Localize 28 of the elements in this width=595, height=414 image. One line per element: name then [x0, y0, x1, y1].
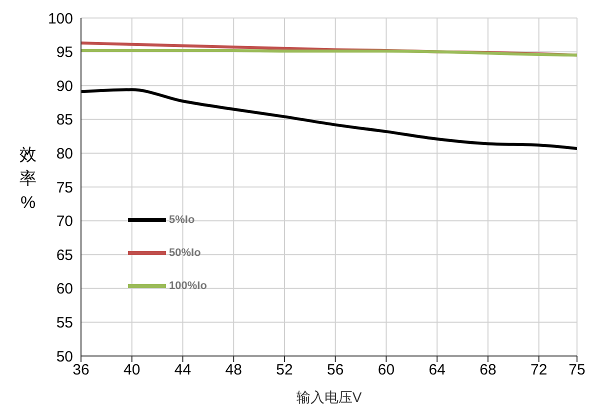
y-tick-label: 50: [56, 348, 73, 366]
x-tick-label: 52: [276, 362, 293, 379]
x-tick-label: 60: [378, 362, 395, 379]
x-tick-label: 56: [327, 362, 344, 379]
y-tick-label: 55: [56, 314, 73, 332]
legend-label: 100%Io: [169, 280, 207, 292]
x-tick-label: 75: [568, 362, 586, 379]
legend-label: 50%Io: [169, 246, 201, 258]
x-tick-label: 68: [480, 362, 496, 379]
x-axis-title: 输入电压V: [296, 389, 362, 405]
line-series: [81, 88, 577, 150]
y-tick-label: 60: [56, 280, 73, 298]
x-tick-label: 72: [530, 362, 548, 379]
y-tick-label: 75: [56, 179, 73, 196]
y-tick-label: 90: [56, 78, 73, 95]
x-tick-label: 48: [225, 362, 242, 379]
y-tick-label: 100: [48, 10, 73, 28]
y-tick-label: 95: [56, 44, 73, 62]
x-tick-label: 64: [428, 362, 446, 379]
y-tick-label: 85: [56, 112, 73, 129]
x-tick-label: 44: [174, 362, 192, 379]
y-tick-label: 80: [56, 146, 73, 163]
x-tick-label: 36: [72, 362, 90, 379]
y-tick-label: 65: [56, 246, 73, 264]
y-axis-title: 效率%: [18, 144, 38, 214]
x-tick-label: 40: [124, 362, 140, 379]
legend-label: 5%Io: [169, 214, 195, 226]
y-tick-label: 70: [56, 213, 73, 230]
